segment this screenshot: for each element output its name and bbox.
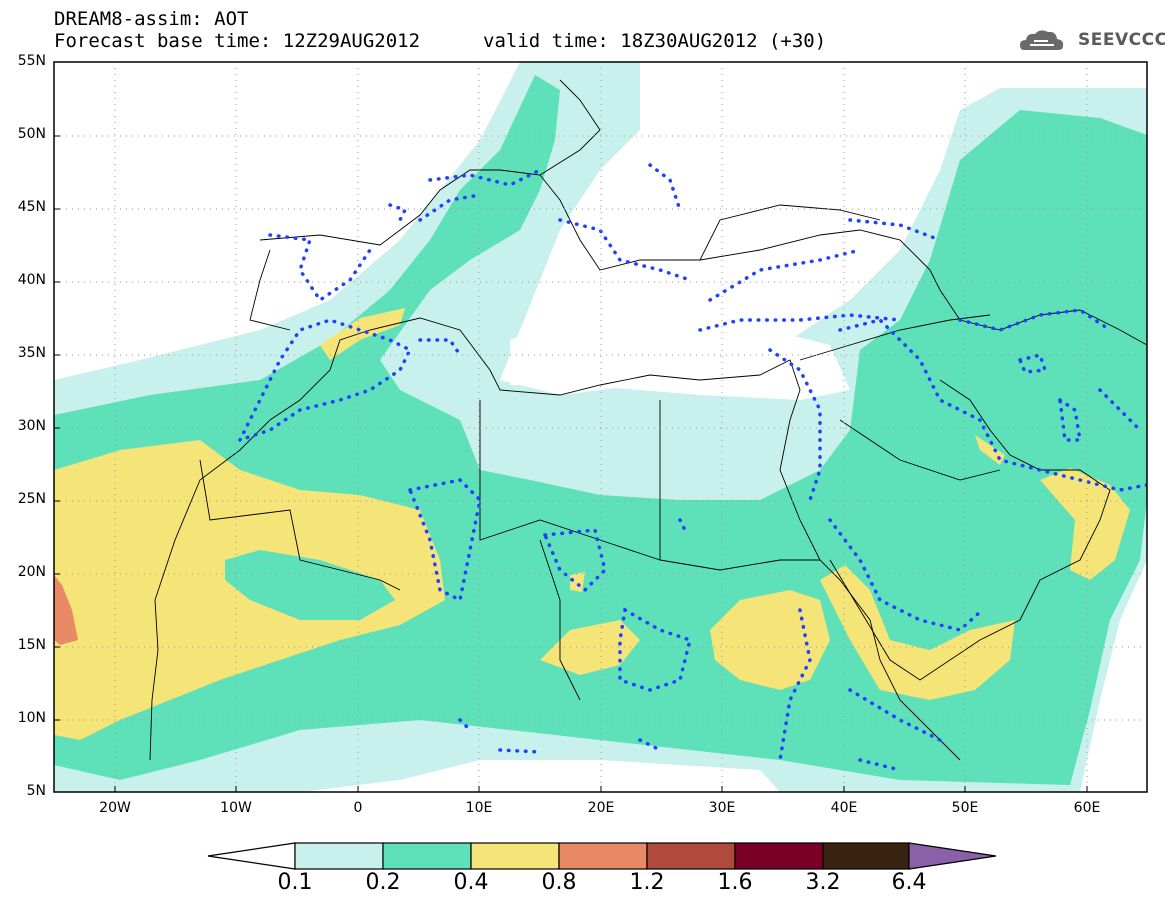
lon-label: 10E bbox=[465, 800, 493, 816]
lon-label: 0 bbox=[353, 800, 363, 816]
colorbar bbox=[207, 842, 997, 870]
valid-time: valid time: 18Z30AUG2012 (+30) bbox=[483, 30, 827, 52]
aot-field-0.4-chad bbox=[540, 620, 640, 675]
base-time: Forecast base time: 12Z29AUG2012 bbox=[54, 30, 421, 52]
lat-label: 55N bbox=[17, 53, 46, 69]
colorbar-label: 0.1 bbox=[277, 870, 313, 895]
aot-field-0.4-sudan bbox=[710, 590, 830, 690]
colorbar-label: 0.8 bbox=[541, 870, 577, 895]
colorbar-label: 0.2 bbox=[365, 870, 401, 895]
lat-label: 20N bbox=[17, 564, 46, 580]
cloud-logo-icon bbox=[1020, 30, 1064, 50]
aot-field-0.4-horn bbox=[820, 565, 1015, 700]
lat-label: 5N bbox=[26, 783, 46, 799]
lon-label: 30E bbox=[708, 800, 736, 816]
colorbar-label: 1.2 bbox=[629, 870, 665, 895]
lat-label: 25N bbox=[17, 491, 46, 507]
colorbar-label: 0.4 bbox=[453, 870, 489, 895]
lon-label: 20E bbox=[587, 800, 615, 816]
lon-label: 10W bbox=[220, 800, 252, 816]
lon-label: 50E bbox=[951, 800, 979, 816]
colorbar-label: 1.6 bbox=[717, 870, 753, 895]
aot-field-0.4-oman bbox=[1040, 468, 1130, 580]
lon-label: 60E bbox=[1073, 800, 1101, 816]
lat-label: 50N bbox=[17, 126, 46, 142]
lat-label: 15N bbox=[17, 637, 46, 653]
lon-label: 20W bbox=[99, 800, 131, 816]
map-title: DREAM8-assim: AOT bbox=[54, 8, 249, 30]
lat-label: 30N bbox=[17, 418, 46, 434]
lat-label: 45N bbox=[17, 199, 46, 215]
lat-label: 35N bbox=[17, 345, 46, 361]
colorbar-label: 3.2 bbox=[805, 870, 841, 895]
lat-label: 40N bbox=[17, 272, 46, 288]
lat-label: 10N bbox=[17, 710, 46, 726]
lon-label: 40E bbox=[830, 800, 858, 816]
aot-field-0.8 bbox=[54, 575, 78, 645]
colorbar-label: 6.4 bbox=[891, 870, 927, 895]
aot-field-0.4-morocco bbox=[320, 308, 405, 360]
logo-text: SEEVCCC bbox=[1078, 30, 1165, 50]
